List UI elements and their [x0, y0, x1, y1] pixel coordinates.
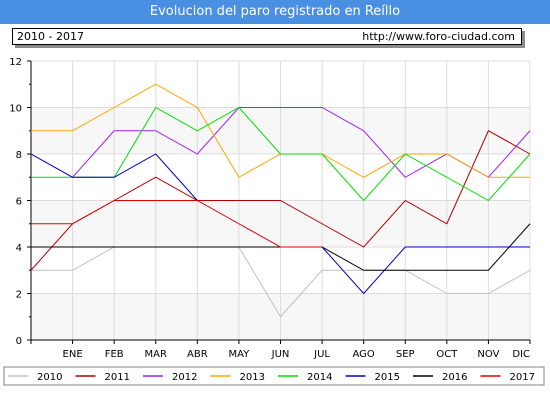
- info-box: 2010 - 2017 http://www.foro-ciudad.com: [12, 28, 522, 45]
- legend-label-2013: 2013: [240, 372, 265, 383]
- x-tick-label: MAY: [229, 349, 251, 360]
- y-tick-label: 8: [16, 150, 22, 161]
- chart-title: Evolucion del paro registrado en Reíllo: [0, 0, 550, 24]
- x-tick-label: MAR: [145, 349, 167, 360]
- y-tick-label: 4: [16, 243, 22, 254]
- x-tick-label: SEP: [396, 349, 415, 360]
- legend-label-2010: 2010: [37, 372, 62, 383]
- x-tick-label: JUL: [313, 349, 330, 360]
- source-url: http://www.foro-ciudad.com: [362, 30, 515, 43]
- legend-label-2016: 2016: [442, 372, 467, 383]
- y-tick-label: 0: [16, 336, 22, 347]
- legend-label-2015: 2015: [375, 372, 400, 383]
- y-tick-label: 2: [16, 290, 22, 301]
- series-line-2017: [31, 200, 323, 248]
- y-tick-label: 12: [9, 57, 22, 68]
- x-tick-label: AGO: [353, 349, 375, 360]
- x-tick-label: FEB: [105, 349, 124, 360]
- x-tick-label: NOV: [477, 349, 499, 360]
- series-line-2015: [30, 153, 198, 201]
- x-tick-label: JUN: [271, 349, 290, 360]
- x-tick-label: OCT: [436, 349, 458, 360]
- series-line-2015: [321, 246, 530, 295]
- legend-label-2017: 2017: [510, 372, 535, 383]
- x-tick-label: DIC: [512, 349, 530, 360]
- legend-label-2011: 2011: [105, 372, 130, 383]
- x-tick-label: ENE: [63, 349, 83, 360]
- legend-label-2014: 2014: [307, 372, 332, 383]
- legend-label-2012: 2012: [172, 372, 197, 383]
- legend-box: [3, 366, 545, 386]
- y-tick-label: 6: [16, 197, 22, 208]
- y-tick-label: 10: [9, 104, 22, 115]
- x-tick-label: ABR: [187, 349, 208, 360]
- period-label: 2010 - 2017: [17, 30, 84, 43]
